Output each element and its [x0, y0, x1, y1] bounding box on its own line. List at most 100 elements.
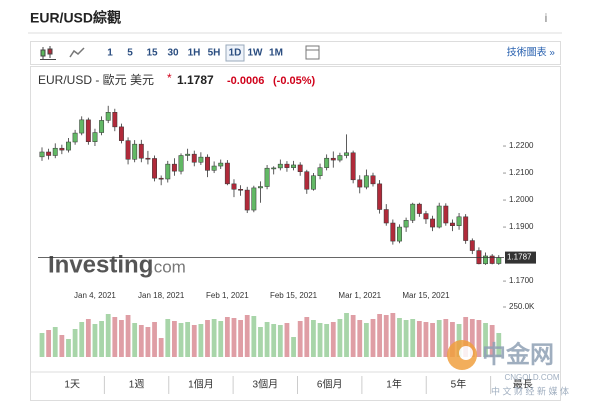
candle-body — [304, 171, 310, 190]
x-tick-label: Mar 1, 2021 — [338, 291, 381, 300]
candle-body — [410, 203, 416, 221]
candle-body — [264, 167, 270, 187]
candle-body — [370, 175, 376, 185]
volume-bar — [264, 322, 270, 357]
volume-bar — [258, 327, 263, 357]
candle-body — [317, 167, 323, 177]
candle-body — [99, 120, 105, 133]
volume-bar — [284, 323, 290, 357]
volume-bar — [138, 325, 144, 357]
volume-bar — [390, 313, 396, 357]
quote-name: EUR/USD - 歐元 美元 — [38, 72, 154, 87]
volume-bar — [92, 324, 98, 357]
volume-bar — [410, 319, 416, 357]
candle-body — [138, 143, 144, 159]
candle-body — [449, 222, 455, 226]
candle-body — [165, 163, 171, 180]
volume-bar — [224, 317, 230, 357]
candle-icon[interactable] — [40, 46, 56, 60]
candle-body — [125, 140, 131, 160]
range-button[interactable]: 1週 — [129, 379, 145, 391]
candle-body — [324, 157, 330, 168]
x-tick-label: Feb 1, 2021 — [206, 291, 249, 300]
info-icon[interactable] — [538, 11, 554, 27]
candle-body — [390, 222, 396, 242]
x-tick-label: Feb 15, 2021 — [270, 291, 318, 300]
interval-button[interactable]: 15 — [146, 48, 158, 59]
volume-bar — [357, 320, 363, 357]
line-icon[interactable] — [69, 47, 85, 58]
candle-body — [463, 216, 469, 241]
candle-body — [377, 183, 383, 210]
candle-body — [66, 141, 71, 151]
volume-bar — [119, 320, 124, 357]
interval-selected[interactable] — [225, 44, 245, 62]
volume-tick-label: 250.0K — [509, 302, 535, 311]
candle-body — [350, 152, 356, 181]
volume-bar — [403, 320, 409, 357]
volume-bar — [397, 318, 402, 357]
toolbar — [30, 41, 561, 65]
candle-body — [489, 255, 495, 264]
candle-body — [258, 186, 263, 189]
interval-button[interactable]: 30 — [167, 48, 179, 59]
last-price-label: 1.1787 — [507, 253, 532, 262]
candle-body — [158, 177, 164, 180]
interval-button[interactable]: 1W — [248, 48, 264, 59]
volume-bar — [205, 320, 210, 357]
y-tick-label: 1.2000 — [509, 195, 534, 204]
volume-bar — [483, 323, 488, 357]
range-button[interactable]: 1年 — [386, 378, 402, 391]
volume-bar — [277, 325, 283, 357]
volume-bar — [423, 322, 429, 357]
volume-bar — [363, 323, 369, 357]
interval-button[interactable]: 5H — [208, 48, 221, 59]
interval-button[interactable]: 1D — [229, 48, 242, 59]
range-button[interactable]: 最長 — [513, 379, 533, 391]
icon-shape — [47, 48, 53, 55]
brand-name: 中金网 — [482, 340, 554, 368]
interval-button[interactable]: 1M — [269, 48, 283, 59]
volume-bar — [496, 333, 502, 357]
candle-body — [198, 156, 204, 163]
candle-body — [330, 157, 336, 161]
volume-bar — [178, 323, 184, 357]
candle-body — [277, 163, 283, 169]
volume-bar — [317, 323, 323, 357]
chart-link[interactable]: 技術圖表 » — [507, 46, 556, 59]
volume-bar — [469, 319, 475, 357]
volume-bar — [66, 339, 71, 357]
volume-bar — [416, 321, 422, 357]
range-button[interactable]: 1個月 — [188, 378, 214, 391]
volume-bar — [370, 319, 376, 357]
indicator-icon[interactable] — [305, 45, 320, 60]
interval-button[interactable]: 1 — [107, 48, 113, 59]
volume-bar — [377, 314, 383, 357]
info-label[interactable]: i — [545, 11, 548, 25]
candle-body — [185, 153, 191, 156]
interval-button[interactable]: 1H — [188, 48, 201, 59]
candle-body — [218, 162, 224, 167]
range-button[interactable]: 6個月 — [317, 378, 343, 391]
candle-body — [238, 189, 244, 191]
volume-bar — [125, 315, 131, 357]
interval-button[interactable]: 5 — [127, 48, 133, 59]
volume-bar — [244, 315, 250, 357]
brand-watermark: 中金网 CNGOLD.COM 中 文 财 经 新 媒 体 — [447, 340, 569, 396]
y-tick-label: 1.1700 — [509, 276, 534, 285]
candle-body — [469, 240, 475, 251]
volume-bar — [79, 322, 85, 357]
volume-bar — [211, 319, 217, 357]
volume-bar — [383, 315, 389, 357]
x-tick-label: Jan 18, 2021 — [138, 291, 185, 300]
volume-bar — [330, 322, 336, 357]
volume-bar — [271, 324, 277, 357]
y-tick-label: 1.1900 — [509, 222, 534, 231]
plot: 1.2200 1.2100 1.2000 1.1900 1.1700 Jan 4, 202… — [38, 105, 536, 357]
range-button[interactable]: 1天 — [64, 380, 80, 391]
quote-price: 1.1787 — [177, 73, 214, 87]
range-button[interactable]: 5年 — [451, 378, 467, 391]
volume-bar — [152, 322, 157, 357]
y-tick-label: 1.2100 — [509, 168, 534, 177]
range-button[interactable]: 3個月 — [253, 378, 279, 391]
